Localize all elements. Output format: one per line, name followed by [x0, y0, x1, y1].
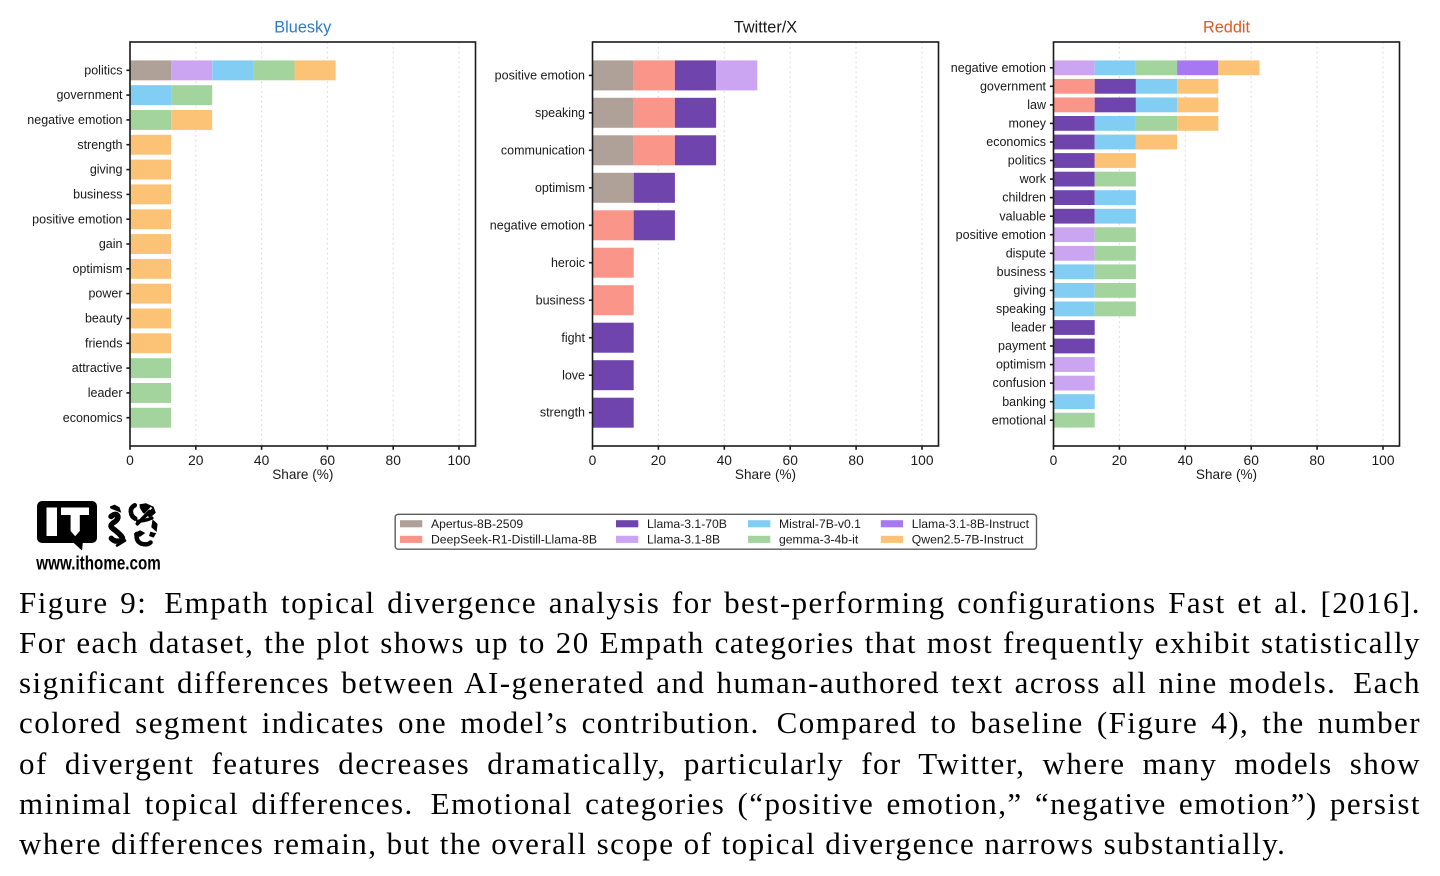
svg-text:economics: economics [63, 411, 123, 425]
svg-text:payment: payment [998, 339, 1046, 353]
svg-text:Mistral-7B-v0.1: Mistral-7B-v0.1 [779, 517, 861, 531]
svg-text:valuable: valuable [999, 209, 1046, 223]
svg-text:negative emotion: negative emotion [951, 61, 1046, 75]
svg-text:40: 40 [1178, 453, 1194, 468]
svg-text:giving: giving [90, 163, 123, 177]
svg-text:Llama-3.1-8B: Llama-3.1-8B [647, 533, 720, 547]
svg-text:law: law [1027, 98, 1047, 112]
svg-text:children: children [1002, 191, 1046, 205]
svg-text:60: 60 [1244, 453, 1260, 468]
svg-text:0: 0 [126, 453, 134, 468]
svg-text:80: 80 [386, 453, 402, 468]
svg-text:love: love [562, 368, 585, 382]
svg-text:www.ithome.com: www.ithome.com [36, 553, 161, 575]
svg-text:strength: strength [77, 138, 122, 152]
svg-text:negative emotion: negative emotion [490, 218, 585, 232]
svg-text:attractive: attractive [72, 361, 123, 375]
svg-text:Llama-3.1-70B: Llama-3.1-70B [647, 517, 727, 531]
svg-text:beauty: beauty [85, 312, 123, 326]
svg-text:speaking: speaking [535, 106, 585, 120]
svg-text:Bluesky: Bluesky [274, 18, 332, 36]
svg-text:strength: strength [540, 406, 585, 420]
svg-text:Llama-3.1-8B-Instruct: Llama-3.1-8B-Instruct [912, 517, 1030, 531]
svg-text:government: government [980, 79, 1047, 93]
svg-text:100: 100 [910, 453, 933, 468]
svg-text:government: government [56, 88, 123, 102]
svg-text:0: 0 [1050, 453, 1058, 468]
svg-text:leader: leader [88, 386, 123, 400]
svg-text:positive emotion: positive emotion [495, 69, 585, 83]
svg-text:80: 80 [1309, 453, 1325, 468]
svg-text:Apertus-8B-2509: Apertus-8B-2509 [431, 517, 523, 531]
svg-text:40: 40 [717, 453, 733, 468]
svg-text:speaking: speaking [996, 302, 1046, 316]
svg-text:fight: fight [561, 331, 585, 345]
svg-text:Share (%): Share (%) [272, 467, 333, 482]
svg-text:politics: politics [84, 63, 122, 77]
svg-text:politics: politics [1008, 154, 1046, 168]
svg-text:optimism: optimism [72, 262, 122, 276]
svg-text:positive emotion: positive emotion [32, 212, 122, 226]
svg-text:emotional: emotional [992, 413, 1046, 427]
svg-text:communication: communication [501, 143, 585, 157]
svg-text:positive emotion: positive emotion [956, 228, 1046, 242]
svg-text:optimism: optimism [996, 358, 1046, 372]
svg-text:business: business [536, 293, 585, 307]
svg-text:confusion: confusion [992, 376, 1046, 390]
svg-text:banking: banking [1002, 395, 1046, 409]
svg-text:Qwen2.5-7B-Instruct: Qwen2.5-7B-Instruct [912, 533, 1024, 547]
svg-text:optimism: optimism [535, 181, 585, 195]
svg-text:work: work [1019, 172, 1047, 186]
svg-text:0: 0 [589, 453, 597, 468]
svg-text:DeepSeek-R1-Distill-Llama-8B: DeepSeek-R1-Distill-Llama-8B [431, 533, 597, 547]
svg-text:20: 20 [651, 453, 667, 468]
svg-text:20: 20 [1112, 453, 1128, 468]
svg-text:heroic: heroic [551, 256, 585, 270]
svg-text:40: 40 [254, 453, 270, 468]
svg-text:friends: friends [85, 336, 123, 350]
svg-text:Twitter/X: Twitter/X [734, 18, 797, 36]
svg-text:dispute: dispute [1006, 246, 1046, 260]
svg-text:60: 60 [320, 453, 336, 468]
svg-text:business: business [997, 265, 1046, 279]
svg-text:gemma-3-4b-it: gemma-3-4b-it [779, 533, 859, 547]
svg-text:negative emotion: negative emotion [27, 113, 122, 127]
svg-text:Share (%): Share (%) [735, 467, 796, 482]
svg-text:giving: giving [1013, 284, 1046, 298]
svg-text:80: 80 [848, 453, 864, 468]
svg-text:power: power [88, 287, 122, 301]
svg-text:leader: leader [1011, 321, 1046, 335]
svg-text:gain: gain [99, 237, 123, 251]
svg-text:60: 60 [783, 453, 799, 468]
svg-text:100: 100 [1371, 453, 1394, 468]
svg-text:100: 100 [447, 453, 470, 468]
svg-text:20: 20 [188, 453, 204, 468]
svg-text:business: business [73, 188, 122, 202]
svg-text:money: money [1008, 117, 1046, 131]
svg-text:economics: economics [986, 135, 1046, 149]
svg-text:Share (%): Share (%) [1196, 467, 1257, 482]
svg-text:Reddit: Reddit [1203, 18, 1251, 36]
